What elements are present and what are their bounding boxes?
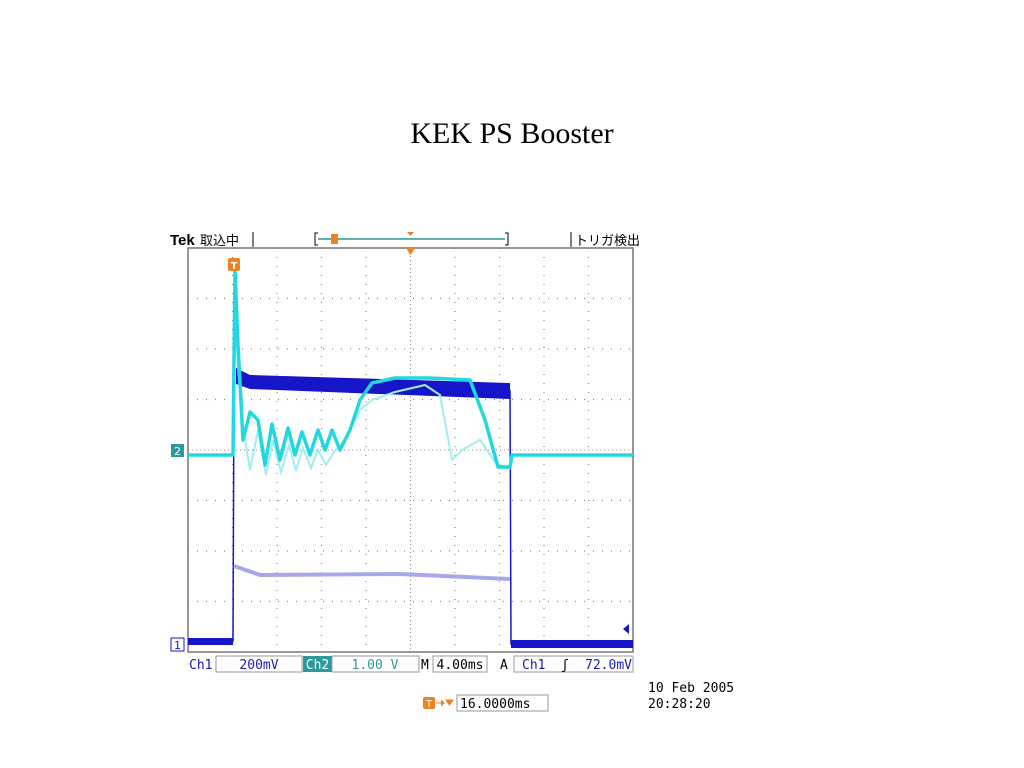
position-box bbox=[456, 694, 549, 712]
trigger-position bbox=[406, 248, 415, 255]
position-marker bbox=[423, 697, 435, 709]
time-label: M bbox=[421, 658, 429, 673]
ch1-aux-trace bbox=[233, 564, 511, 581]
position-arrow bbox=[436, 699, 454, 707]
trigger-level: 72.0mV bbox=[585, 658, 632, 673]
trigger-status: トリガ検出 bbox=[575, 234, 640, 249]
trigger-label: A bbox=[500, 658, 508, 673]
ch1-label: Ch1 bbox=[189, 658, 212, 673]
trigger-level-marker bbox=[623, 624, 629, 634]
date: 10 Feb 2005 bbox=[648, 681, 734, 696]
ch1-scale: 200mV bbox=[239, 658, 278, 673]
ch2-marker bbox=[171, 444, 184, 457]
trigger-source: Ch1 bbox=[522, 658, 545, 673]
position-value: 16.0000ms bbox=[460, 697, 530, 712]
brand: Tek bbox=[170, 232, 195, 249]
time-scale-box bbox=[432, 655, 488, 673]
record-marker bbox=[331, 234, 338, 244]
ch1-marker-label: 1 bbox=[174, 639, 181, 652]
trigger-slope: ʃ bbox=[561, 658, 569, 673]
time: 20:28:20 bbox=[648, 697, 711, 712]
trigger-marker-label: T bbox=[231, 261, 238, 272]
trigger-marker bbox=[228, 258, 240, 271]
slide-title: KEK PS Booster bbox=[410, 117, 613, 150]
record-bracket bbox=[314, 232, 509, 246]
ch2-aux-trace bbox=[235, 339, 511, 476]
ch2-scale-box bbox=[331, 655, 420, 673]
ch2-marker-label: 2 bbox=[174, 445, 181, 458]
acq-status: 取込中 bbox=[200, 234, 239, 249]
graticule bbox=[188, 248, 633, 652]
center-marker bbox=[407, 232, 414, 236]
ch2-scale: 1.00 V bbox=[352, 658, 399, 673]
ch2-trace bbox=[188, 268, 633, 469]
ch1-baseline bbox=[188, 638, 633, 648]
ch2-label-box bbox=[303, 656, 332, 672]
position-marker-label: T bbox=[426, 699, 432, 710]
ch1-marker bbox=[170, 637, 185, 652]
ch2-label: Ch2 bbox=[306, 658, 329, 673]
ch1-scale-box bbox=[215, 655, 303, 673]
time-scale: 4.00ms bbox=[437, 658, 484, 673]
trigger-box bbox=[513, 655, 634, 673]
